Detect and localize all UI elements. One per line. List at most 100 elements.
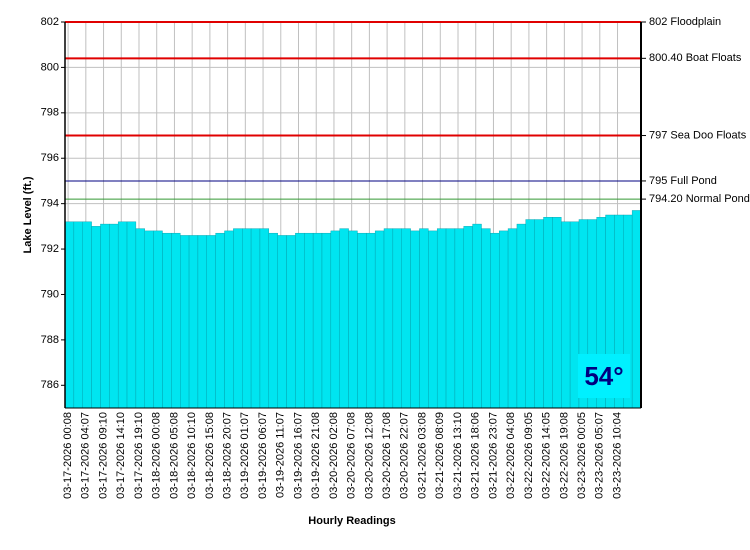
bar <box>233 228 243 409</box>
x-tick-label: 03-21-2026 03:08 <box>416 412 428 499</box>
bar <box>153 230 163 409</box>
bar <box>73 221 83 409</box>
bar <box>259 228 270 409</box>
bar <box>135 228 145 409</box>
bar <box>330 230 340 409</box>
bar <box>197 235 207 409</box>
x-tick-label: 03-20-2026 17:08 <box>381 412 393 499</box>
x-tick-label: 03-23-2026 10:04 <box>611 412 623 499</box>
bar <box>268 232 278 409</box>
reference-label: 800.40 Boat Floats <box>649 52 742 64</box>
bar <box>525 219 535 409</box>
y-tick-label: 802 <box>41 16 59 28</box>
bar <box>215 232 225 409</box>
bar <box>552 217 562 409</box>
bar <box>179 235 190 409</box>
bar <box>383 228 394 409</box>
x-tick-label: 03-23-2026 05:07 <box>594 412 606 499</box>
x-tick-label: 03-17-2026 00:08 <box>62 412 74 499</box>
bar <box>631 210 642 409</box>
x-tick-label: 03-18-2026 15:08 <box>204 412 216 499</box>
reference-label: 794.20 Normal Pond <box>649 193 750 205</box>
reference-label: 795 Full Pond <box>649 175 717 187</box>
bar <box>126 221 137 409</box>
x-tick-label: 03-20-2026 22:07 <box>399 412 411 499</box>
bar <box>82 221 92 409</box>
x-tick-label: 03-18-2026 20:07 <box>222 412 234 499</box>
y-tick-label: 796 <box>41 152 59 164</box>
x-tick-label: 03-17-2026 04:07 <box>80 412 92 499</box>
x-tick-label: 03-22-2026 19:08 <box>558 412 570 499</box>
x-tick-label: 03-19-2026 01:07 <box>239 412 251 499</box>
y-tick-label: 798 <box>41 107 59 119</box>
bar <box>109 223 119 409</box>
x-tick-label: 03-20-2026 02:08 <box>328 412 340 499</box>
bar <box>490 232 500 409</box>
bar <box>357 232 367 409</box>
bar <box>250 228 261 409</box>
x-tick-label: 03-19-2026 21:08 <box>310 412 322 499</box>
bar <box>507 228 518 409</box>
bar <box>392 228 402 409</box>
bar <box>543 217 553 409</box>
x-tick-label: 03-20-2026 07:08 <box>346 412 358 499</box>
bar <box>534 219 544 409</box>
bar <box>499 230 509 409</box>
x-tick-label: 03-19-2026 16:07 <box>292 412 304 499</box>
temperature-box <box>578 354 630 398</box>
bar <box>445 228 456 409</box>
bar <box>304 232 314 409</box>
temperature: 54° <box>584 361 623 391</box>
x-tick-label: 03-17-2026 14:10 <box>115 412 127 499</box>
bar <box>436 228 447 409</box>
bar <box>242 228 252 409</box>
y-tick-label: 790 <box>41 288 59 300</box>
x-tick-label: 03-19-2026 06:07 <box>257 412 269 499</box>
bar <box>481 228 491 409</box>
bar <box>286 235 296 409</box>
bar <box>144 230 154 409</box>
bar <box>117 221 128 409</box>
x-tick-label: 03-18-2026 00:08 <box>151 412 163 499</box>
x-tick-label: 03-18-2026 10:10 <box>186 412 198 499</box>
bar <box>419 228 429 409</box>
y-tick-label: 800 <box>41 61 59 73</box>
bar <box>321 232 332 409</box>
bar <box>569 221 580 409</box>
x-axis-title: Hourly Readings <box>308 515 395 527</box>
x-tick-label: 03-17-2026 09:10 <box>97 412 109 499</box>
bar <box>463 226 473 409</box>
x-tick-label: 03-22-2026 09:05 <box>523 412 535 499</box>
y-tick-label: 792 <box>41 243 59 255</box>
x-tick-label: 03-17-2026 19:10 <box>133 412 145 499</box>
x-tick-label: 03-20-2026 12:08 <box>363 412 375 499</box>
bar <box>410 230 420 409</box>
x-tick-label: 03-21-2026 18:06 <box>470 412 482 499</box>
x-tick-label: 03-18-2026 05:08 <box>168 412 180 499</box>
y-tick-label: 788 <box>41 334 59 346</box>
bar <box>428 230 438 409</box>
bar <box>100 223 110 409</box>
bar <box>64 221 75 409</box>
bar <box>312 232 323 409</box>
reference-label: 802 Floodplain <box>649 16 721 28</box>
x-tick-label: 03-22-2026 14:05 <box>541 412 553 499</box>
bar <box>374 230 385 409</box>
y-tick-label: 794 <box>41 198 59 210</box>
x-tick-label: 03-22-2026 04:08 <box>505 412 517 499</box>
bar <box>171 232 181 409</box>
x-tick-label: 03-23-2026 00:05 <box>576 412 588 499</box>
bar <box>206 235 216 409</box>
reference-label: 797 Sea Doo Floats <box>649 129 747 141</box>
bar <box>401 228 411 409</box>
bar <box>91 226 101 409</box>
bar <box>295 232 305 409</box>
bar <box>348 230 358 409</box>
bar <box>188 235 199 409</box>
x-tick-label: 03-19-2026 11:07 <box>275 412 287 498</box>
bar <box>454 228 464 409</box>
bar <box>561 221 571 409</box>
x-tick-label: 03-21-2026 23:07 <box>487 412 499 499</box>
bar <box>516 223 527 409</box>
